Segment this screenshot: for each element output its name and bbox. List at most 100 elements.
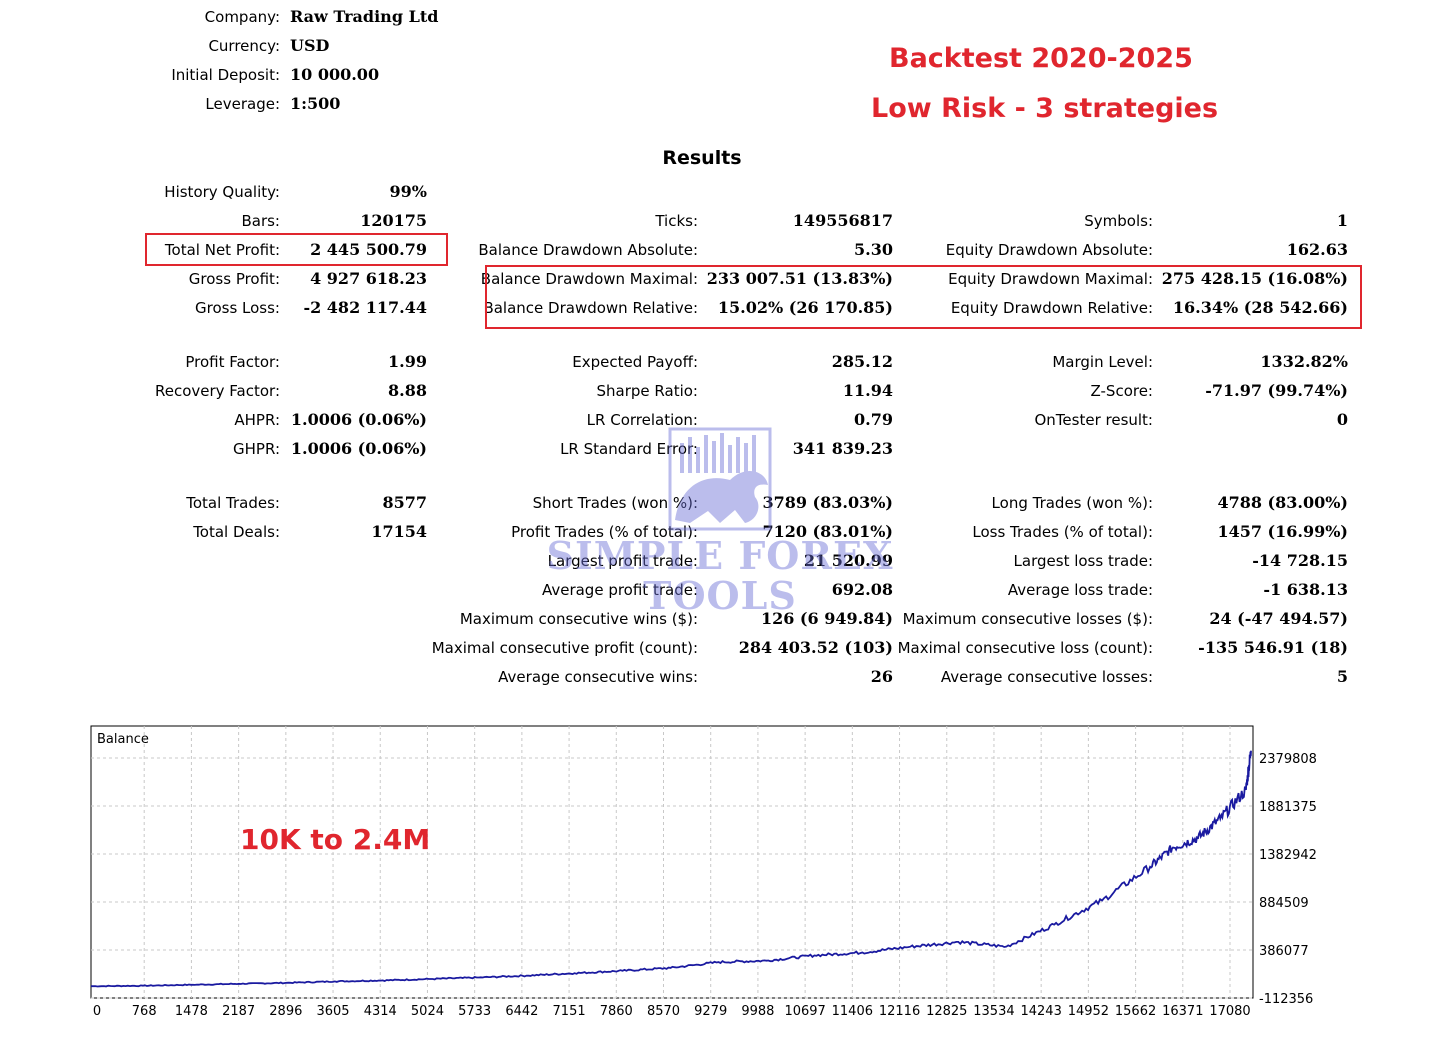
stat-label: Average profit trade:: [541, 581, 698, 599]
stat-value: 284 403.52 (103): [738, 638, 893, 657]
stat-value: 162.63: [1286, 240, 1348, 259]
stat-label: Ticks:: [655, 212, 698, 230]
stat-value: 7120 (83.01%): [762, 522, 893, 541]
stat-value: 126 (6 949.84): [760, 609, 893, 628]
chart-grid: [91, 726, 1253, 999]
initial-deposit-label: Initial Deposit:: [171, 66, 280, 84]
stat-value: 1: [1336, 211, 1348, 230]
stat-label: Equity Drawdown Maximal:: [948, 270, 1153, 288]
stat-label: AHPR:: [234, 411, 280, 429]
stat-label: Maximal consecutive loss (count):: [897, 639, 1153, 657]
stat-label: Z-Score:: [1090, 382, 1154, 400]
stat-label: Expected Payoff:: [572, 353, 698, 371]
stat-value: -1 638.13: [1263, 580, 1348, 599]
y-tick-label: 884509: [1259, 896, 1309, 911]
x-tick-label: 2896: [269, 1004, 302, 1019]
stat-value: 5: [1336, 667, 1348, 686]
stat-value: 15.02% (26 170.85): [717, 298, 893, 317]
x-tick-label: 6442: [505, 1004, 538, 1019]
results-title: Results: [662, 147, 742, 169]
net-profit-highlight: [145, 233, 448, 266]
x-tick-label: 12116: [879, 1004, 920, 1019]
stat-label: LR Standard Error:: [560, 440, 698, 458]
stat-value: -71.97 (99.74%): [1205, 381, 1348, 400]
x-tick-label: 9279: [694, 1004, 727, 1019]
x-tick-label: 13534: [973, 1004, 1014, 1019]
stat-label: OnTester result:: [1034, 411, 1153, 429]
stat-value: 285.12: [831, 352, 893, 371]
stat-label: Total Trades:: [186, 494, 280, 512]
backtest-headline: Backtest 2020-2025: [889, 43, 1193, 74]
stat-label: Gross Loss:: [195, 299, 280, 317]
chart-frame: [90, 725, 1254, 999]
stat-label: Largest profit trade:: [547, 552, 698, 570]
stat-value: 1.99: [388, 352, 427, 371]
x-tick-label: 14243: [1020, 1004, 1061, 1019]
x-tick-label: 15662: [1115, 1004, 1156, 1019]
stat-value: 5.30: [854, 240, 893, 259]
stat-value: 275 428.15 (16.08%): [1161, 269, 1348, 288]
balance-line: [91, 750, 1252, 988]
stat-value: 1457 (16.99%): [1217, 522, 1348, 541]
stat-label: History Quality:: [164, 183, 280, 201]
stat-value: 11.94: [842, 381, 893, 400]
stat-value: 17154: [371, 522, 427, 541]
stat-value: 1332.82%: [1260, 352, 1348, 371]
x-tick-label: 10697: [784, 1004, 825, 1019]
stat-value: 4 927 618.23: [310, 269, 427, 288]
company-label: Company:: [204, 8, 280, 26]
stat-value: 99%: [389, 182, 427, 201]
y-tick-label: 2379808: [1259, 752, 1317, 767]
stat-value: 8577: [382, 493, 427, 512]
x-tick-label: 16371: [1162, 1004, 1203, 1019]
stat-value: 24 (-47 494.57): [1209, 609, 1348, 628]
stat-label: Balance Drawdown Relative:: [483, 299, 698, 317]
stat-label: GHPR:: [233, 440, 280, 458]
stat-label: Average loss trade:: [1007, 581, 1153, 599]
x-tick-label: 3605: [316, 1004, 349, 1019]
stat-value: 341 839.23: [792, 439, 893, 458]
stat-value: 0: [1336, 410, 1348, 429]
y-tick-label: 1881375: [1259, 800, 1317, 815]
x-axis: 0 768 1478 2187 2896 3605 4314 5024 5733 6442 7151…: [93, 1004, 1251, 1019]
stat-label: Profit Trades (% of total):: [511, 523, 698, 541]
x-tick-label: 7151: [553, 1004, 586, 1019]
stat-label: Maximal consecutive profit (count):: [431, 639, 698, 657]
stat-label: Bars:: [241, 212, 280, 230]
stat-label: Balance Drawdown Absolute:: [478, 241, 698, 259]
chart-title: Balance: [97, 732, 149, 747]
stat-value: 120175: [360, 211, 427, 230]
x-tick-label: 14952: [1068, 1004, 1109, 1019]
leverage-value: 1:500: [290, 94, 341, 113]
risk-headline: Low Risk - 3 strategies: [871, 93, 1219, 124]
stat-label: Average consecutive losses:: [940, 668, 1153, 686]
y-axis: 2379808 1881375 1382942 884509 386077 -112356: [1259, 752, 1317, 1007]
stat-label: Margin Level:: [1052, 353, 1153, 371]
stat-value: 3789 (83.03%): [762, 493, 893, 512]
stat-label: Sharpe Ratio:: [596, 382, 698, 400]
stat-label: Equity Drawdown Relative:: [950, 299, 1153, 317]
leverage-label: Leverage:: [205, 95, 280, 113]
x-tick-label: 768: [132, 1004, 157, 1019]
stat-label: Profit Factor:: [185, 353, 280, 371]
y-tick-label: 1382942: [1259, 848, 1317, 863]
stat-value: -135 546.91 (18): [1198, 638, 1348, 657]
stat-label: Largest loss trade:: [1013, 552, 1153, 570]
x-tick-label: 7860: [600, 1004, 633, 1019]
stat-label: Recovery Factor:: [154, 382, 280, 400]
x-tick-label: 5733: [458, 1004, 491, 1019]
stat-value: -2 482 117.44: [303, 298, 427, 317]
x-tick-label: 9988: [741, 1004, 774, 1019]
stat-value: 16.34% (28 542.66): [1172, 298, 1348, 317]
x-tick-label: 17080: [1209, 1004, 1250, 1019]
x-tick-label: 4314: [364, 1004, 397, 1019]
stat-label: Loss Trades (% of total):: [972, 523, 1153, 541]
stat-value: 21 520.99: [803, 551, 893, 570]
stat-label: Long Trades (won %):: [991, 494, 1153, 512]
stat-value: 0.79: [854, 410, 893, 429]
drawdown-highlight: [485, 265, 1362, 329]
stat-label: Total Net Profit:: [164, 241, 280, 259]
stat-label: Total Deals:: [193, 523, 280, 541]
y-tick-label: -112356: [1259, 992, 1313, 1007]
x-tick-label: 0: [93, 1004, 101, 1019]
